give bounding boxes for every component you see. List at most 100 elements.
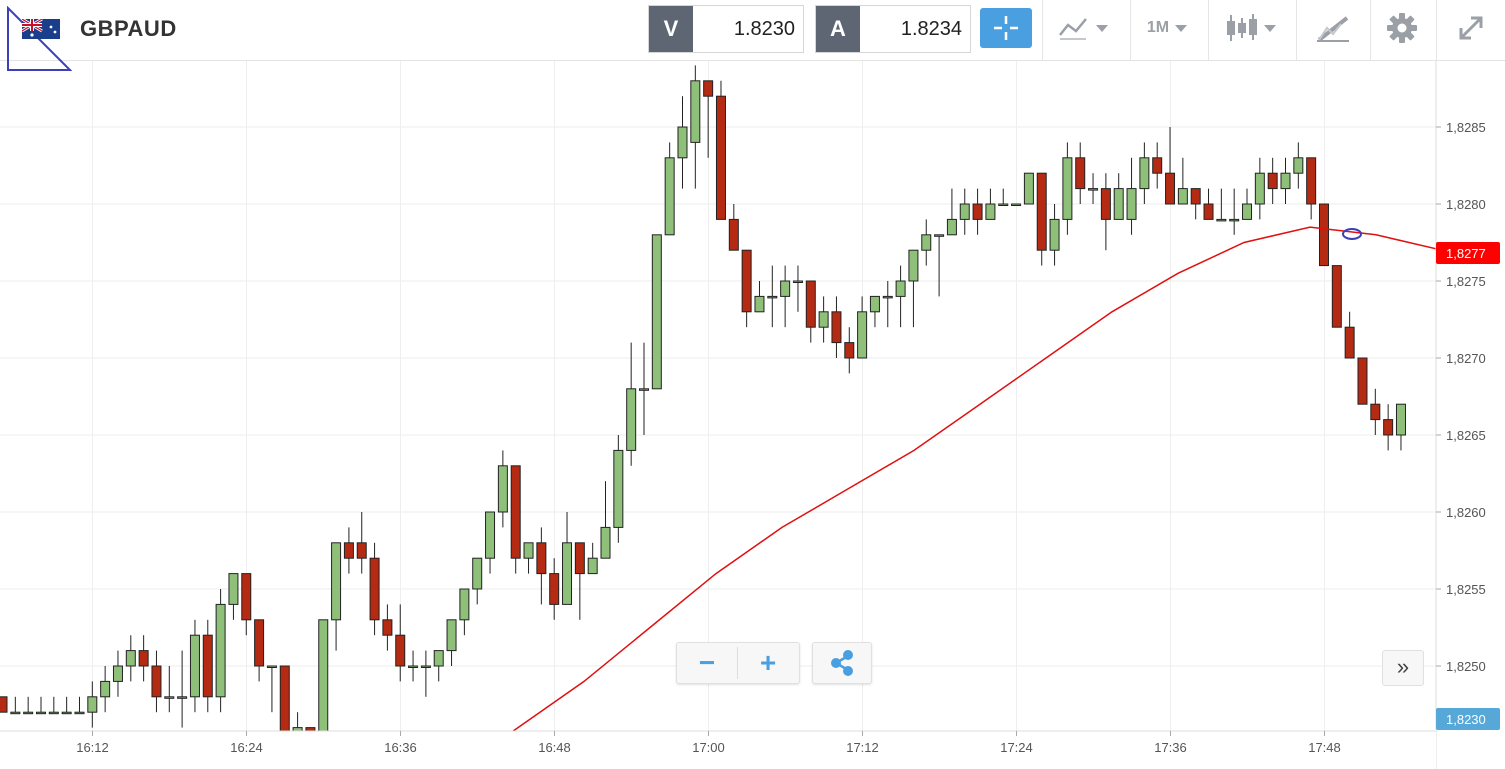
candle-down bbox=[241, 573, 252, 621]
candle-up bbox=[1049, 218, 1060, 251]
chart-toolbar: GBPAUD V 1.8230 A 1.8234 1M bbox=[0, 0, 1505, 71]
candle-down bbox=[1357, 357, 1368, 405]
candle-up bbox=[626, 388, 637, 451]
candle-up bbox=[125, 650, 136, 667]
candle-up bbox=[587, 557, 598, 575]
zoom-controls: − + bbox=[676, 642, 800, 684]
y-tick-label: 1,8270 bbox=[1446, 351, 1486, 366]
corner-fold-icon bbox=[7, 6, 72, 71]
candle-up bbox=[228, 573, 239, 605]
y-tick-label: 1,8275 bbox=[1446, 274, 1486, 289]
candle-up bbox=[523, 542, 534, 559]
candle-up bbox=[1242, 203, 1253, 220]
candle-up bbox=[1088, 188, 1099, 191]
candle-up bbox=[48, 711, 59, 715]
candle-up bbox=[998, 203, 1009, 206]
candle-up bbox=[959, 203, 970, 220]
candle-down bbox=[356, 542, 367, 559]
candle-down bbox=[0, 696, 8, 713]
candle-down bbox=[1306, 157, 1317, 205]
zoom-divider bbox=[737, 647, 738, 679]
candle-up bbox=[651, 234, 662, 390]
candle-up bbox=[1229, 218, 1240, 222]
candle-up bbox=[895, 280, 906, 297]
toolbar-divider bbox=[1042, 0, 1043, 60]
candle-down bbox=[805, 280, 816, 328]
candle-up bbox=[985, 203, 996, 220]
candle-up bbox=[215, 603, 226, 698]
share-button[interactable] bbox=[812, 642, 872, 684]
candle-up bbox=[1023, 172, 1034, 205]
y-tick-label: 1,8260 bbox=[1446, 505, 1486, 520]
candle-up bbox=[74, 711, 85, 715]
toolbar-divider bbox=[1296, 0, 1297, 60]
candle-up bbox=[266, 665, 277, 668]
candle-up bbox=[446, 619, 457, 652]
candle-up bbox=[1139, 157, 1150, 190]
x-tick-label: 17:36 bbox=[1154, 740, 1187, 755]
candle-down bbox=[1383, 419, 1394, 436]
candle-down bbox=[369, 557, 380, 621]
candle-up bbox=[112, 665, 123, 682]
scroll-to-latest-button[interactable]: » bbox=[1382, 650, 1424, 686]
candle-up bbox=[792, 280, 803, 283]
candle-up bbox=[472, 557, 483, 590]
candle-down bbox=[382, 619, 393, 636]
candle-up bbox=[677, 126, 688, 159]
toolbar-divider bbox=[1370, 0, 1371, 60]
x-tick-label: 17:00 bbox=[692, 740, 725, 755]
drawing-tools-button[interactable] bbox=[1306, 5, 1360, 51]
candle-down bbox=[1370, 403, 1381, 421]
candle-down bbox=[715, 95, 726, 220]
y-tick-label: 1,8265 bbox=[1446, 428, 1486, 443]
candle-down bbox=[1036, 172, 1047, 251]
zoom-out-button[interactable]: − bbox=[698, 647, 716, 678]
candle-down bbox=[741, 249, 752, 313]
chart-type-button[interactable] bbox=[1222, 5, 1286, 51]
x-tick-label: 17:24 bbox=[1000, 740, 1033, 755]
indicator-button[interactable] bbox=[1056, 5, 1120, 51]
drawing-icon bbox=[1317, 16, 1349, 42]
candle-up bbox=[1254, 172, 1265, 205]
candle-down bbox=[1318, 203, 1329, 267]
candle-down bbox=[703, 80, 714, 97]
candle-up bbox=[408, 665, 419, 668]
candle-down bbox=[536, 542, 547, 575]
timeframe-button[interactable]: 1M bbox=[1140, 5, 1196, 51]
bid-price-box[interactable]: V 1.8230 bbox=[648, 5, 804, 53]
candle-up bbox=[921, 234, 932, 251]
candle-down bbox=[202, 634, 213, 698]
candle-up bbox=[331, 542, 342, 621]
candle-up bbox=[767, 295, 778, 299]
crosshair-button[interactable] bbox=[980, 8, 1032, 48]
candle-down bbox=[138, 650, 149, 667]
zoom-in-button[interactable]: + bbox=[759, 647, 777, 678]
candle-up bbox=[189, 634, 200, 698]
settings-button[interactable] bbox=[1380, 5, 1424, 51]
x-tick-label: 17:12 bbox=[846, 740, 879, 755]
candle-up bbox=[639, 388, 649, 391]
candle-down bbox=[1152, 157, 1163, 174]
candle-down bbox=[549, 573, 560, 605]
toolbar-divider bbox=[1436, 0, 1437, 60]
indicator-icon bbox=[1059, 18, 1108, 40]
fullscreen-button[interactable] bbox=[1446, 5, 1496, 51]
ask-price-box[interactable]: A 1.8234 bbox=[815, 5, 971, 53]
bid-price-tag bbox=[1436, 708, 1500, 730]
candle-down bbox=[1100, 188, 1111, 220]
symbol-label[interactable]: GBPAUD bbox=[80, 16, 177, 41]
share-icon bbox=[831, 650, 853, 676]
ma-marker bbox=[1342, 228, 1362, 240]
x-tick-label: 16:24 bbox=[230, 740, 263, 755]
candle-up bbox=[23, 711, 34, 715]
candle-up bbox=[1293, 157, 1304, 174]
candle-down bbox=[1075, 157, 1086, 190]
last-price-tag bbox=[1436, 242, 1500, 264]
candle-down bbox=[254, 619, 265, 667]
candle-down bbox=[1165, 172, 1176, 205]
candle-up bbox=[1011, 203, 1022, 206]
y-axis-panel bbox=[1436, 61, 1505, 731]
candle-down bbox=[728, 218, 739, 251]
candle-up bbox=[1395, 403, 1406, 436]
